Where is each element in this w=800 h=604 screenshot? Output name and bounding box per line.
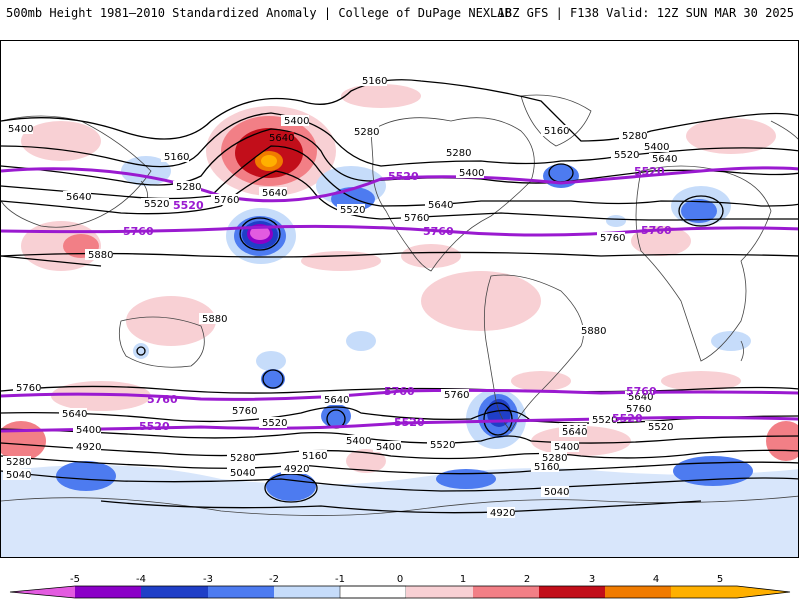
tick-label: 1	[460, 574, 466, 585]
contour-label: 5280	[230, 453, 255, 464]
contour-label: 5400	[644, 142, 669, 153]
contour-label: 5760	[600, 233, 625, 244]
contour-label: 4920	[490, 508, 515, 519]
tick-label: -5	[70, 574, 80, 585]
contour-label: 5280	[6, 457, 31, 468]
contour-label: 5520	[144, 199, 169, 210]
contour-label: 5040	[230, 468, 255, 479]
map-title: 500mb Height 1981–2010 Standardized Anom…	[6, 6, 512, 20]
thick-label: 5520	[612, 412, 643, 425]
tick-label: -1	[335, 574, 345, 585]
contour-label: 5280	[354, 127, 379, 138]
tick-label: 4	[653, 574, 659, 585]
thick-label: 5520	[634, 165, 665, 178]
contour-label: 5280	[542, 453, 567, 464]
contour-label: 5760	[444, 390, 469, 401]
thick-label: 5760	[147, 393, 178, 406]
contour-label: 5640	[562, 427, 587, 438]
thickness-lines	[1, 166, 798, 433]
contour-label: 5400	[376, 442, 401, 453]
contour-label: 5520	[614, 150, 639, 161]
contour-label: 5280	[446, 148, 471, 159]
thick-label: 5760	[123, 225, 154, 238]
contour-label: 5760	[404, 213, 429, 224]
contour-label: 4920	[284, 464, 309, 475]
thick-label: 5520	[388, 170, 419, 183]
thick-label: 5520	[394, 416, 425, 429]
contour-label: 5160	[164, 152, 189, 163]
tick-label: -4	[136, 574, 146, 585]
contour-label: 5640	[66, 192, 91, 203]
contour-label: 5760	[626, 404, 651, 415]
contour-label: 5880	[202, 314, 227, 325]
contour-label: 5880	[581, 326, 606, 337]
contour-label: 5640	[428, 200, 453, 211]
contour-label: 5640	[262, 188, 287, 199]
contour-label: 5520	[430, 440, 455, 451]
tick-label: 2	[524, 574, 530, 585]
thickness-labels: 5520 5760 5520 5760 5520 5760 5760 5520 …	[123, 165, 672, 433]
contour-label: 5640	[324, 395, 349, 406]
contour-label: 5400	[346, 436, 371, 447]
anomaly-fills	[1, 84, 798, 501]
contour-label: 5520	[340, 205, 365, 216]
contour-label: 5160	[302, 451, 327, 462]
thick-label: 5520	[139, 420, 170, 433]
tick-label: 5	[717, 574, 723, 585]
contour-label: 5760	[214, 195, 239, 206]
contour-label: 5400	[284, 116, 309, 127]
contour-label: 4920	[76, 442, 101, 453]
colorbar-ticks: -5 -4 -3 -2 -1 0 1 2 3 4 5	[70, 574, 723, 585]
anomaly-pos5	[261, 155, 277, 167]
colorbar-swatches	[9, 585, 791, 599]
contour-label: 5160	[544, 126, 569, 137]
anomaly-map: 5160 5400 5640 5400 5280 5160 5280 5640 …	[0, 40, 799, 558]
contour-label: 5640	[269, 133, 294, 144]
contour-label: 5160	[534, 462, 559, 473]
contour-label: 5400	[459, 168, 484, 179]
contour-label: 5520	[648, 422, 673, 433]
contour-label: 5040	[6, 470, 31, 481]
contour-label: 5400	[76, 425, 101, 436]
contour-label: 5640	[62, 409, 87, 420]
contour-label: 5400	[554, 442, 579, 453]
colorbar: -5 -4 -3 -2 -1 0 1 2 3 4 5	[0, 570, 800, 600]
contour-label: 5520	[262, 418, 287, 429]
contour-label: 5040	[544, 487, 569, 498]
thick-label: 5760	[423, 225, 454, 238]
contour-label: 5760	[232, 406, 257, 417]
tick-label: -3	[203, 574, 213, 585]
contour-labels: 5160 5400 5640 5400 5280 5160 5280 5640 …	[3, 75, 677, 519]
contour-label: 5760	[16, 383, 41, 394]
contour-label: 5400	[8, 124, 33, 135]
contour-label: 5280	[176, 182, 201, 193]
contour-label: 5160	[362, 76, 387, 87]
thick-label: 5520	[173, 199, 204, 212]
contour-label: 5520	[592, 415, 617, 426]
contour-label: 5640	[628, 392, 653, 403]
contour-label: 5880	[88, 250, 113, 261]
thick-label: 5760	[384, 385, 415, 398]
tick-label: 3	[589, 574, 595, 585]
model-run-info: 18Z GFS | F138 Valid: 12Z SUN MAR 30 202…	[497, 6, 794, 20]
contour-label: 5640	[652, 154, 677, 165]
title-bar: 500mb Height 1981–2010 Standardized Anom…	[0, 0, 800, 28]
thick-label: 5760	[641, 224, 672, 237]
tick-label: -2	[269, 574, 279, 585]
tick-label: 0	[397, 574, 403, 585]
thick-label: 5760	[626, 385, 657, 398]
anomaly-neg5	[250, 226, 270, 240]
contour-label: 5280	[622, 131, 647, 142]
